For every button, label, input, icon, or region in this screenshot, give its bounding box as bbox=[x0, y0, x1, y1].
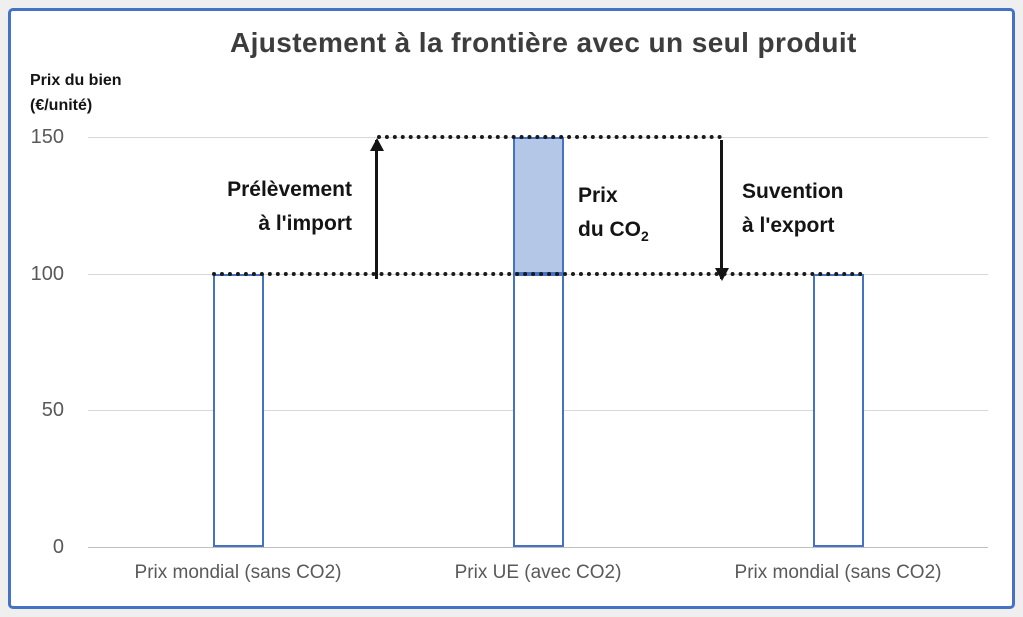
y-tick-100: 100 bbox=[30, 262, 64, 285]
y-axis-label-line2: (€/unité) bbox=[30, 97, 93, 114]
y-axis-label-line1: Prix du bien bbox=[30, 72, 122, 89]
annotation-export-subsidy: Suvention à l'export bbox=[742, 175, 844, 243]
y-axis-label: Prix du bien (€/unité) bbox=[30, 68, 122, 118]
x-tick-label-world-right: Prix mondial (sans CO2) bbox=[734, 562, 942, 583]
x-tick-label-world-left: Prix mondial (sans CO2) bbox=[134, 562, 342, 583]
y-tick-50: 50 bbox=[41, 399, 64, 422]
annotation-import-levy: Prélèvement à l'import bbox=[152, 173, 352, 241]
x-tick-label-eu: Prix UE (avec CO2) bbox=[454, 562, 622, 583]
annotation-import-levy-line2: à l'import bbox=[258, 212, 352, 235]
annotation-export-subsidy-line1: Suvention bbox=[742, 180, 844, 203]
chart-title: Ajustement à la frontière avec un seul p… bbox=[230, 27, 857, 58]
chart-stage: Ajustement à la frontière avec un seul p… bbox=[11, 11, 1012, 606]
bar-eu-price-co2-segment bbox=[512, 137, 564, 274]
export-subsidy-down-arrow bbox=[714, 140, 729, 281]
annotation-import-levy-line1: Prélèvement bbox=[227, 178, 352, 201]
annotation-co2-price: Prix du CO2 bbox=[578, 179, 649, 253]
dotted-guide-150 bbox=[377, 135, 722, 139]
import-levy-up-arrow bbox=[369, 138, 384, 279]
annotation-co2-price-line1: Prix bbox=[578, 184, 618, 207]
bar-eu-price-base bbox=[512, 273, 564, 547]
y-tick-0: 0 bbox=[52, 536, 64, 558]
x-axis-line bbox=[88, 547, 988, 548]
co2-subscript: 2 bbox=[641, 228, 649, 245]
bar-world-price-right bbox=[812, 273, 864, 547]
chart-frame: Ajustement à la frontière avec un seul p… bbox=[8, 8, 1015, 609]
annotation-export-subsidy-line2: à l'export bbox=[742, 214, 835, 237]
annotation-co2-price-line2: du CO2 bbox=[578, 218, 649, 245]
y-tick-150: 150 bbox=[30, 126, 64, 148]
dotted-guide-100 bbox=[212, 271, 863, 276]
bar-world-price-left bbox=[212, 273, 264, 547]
